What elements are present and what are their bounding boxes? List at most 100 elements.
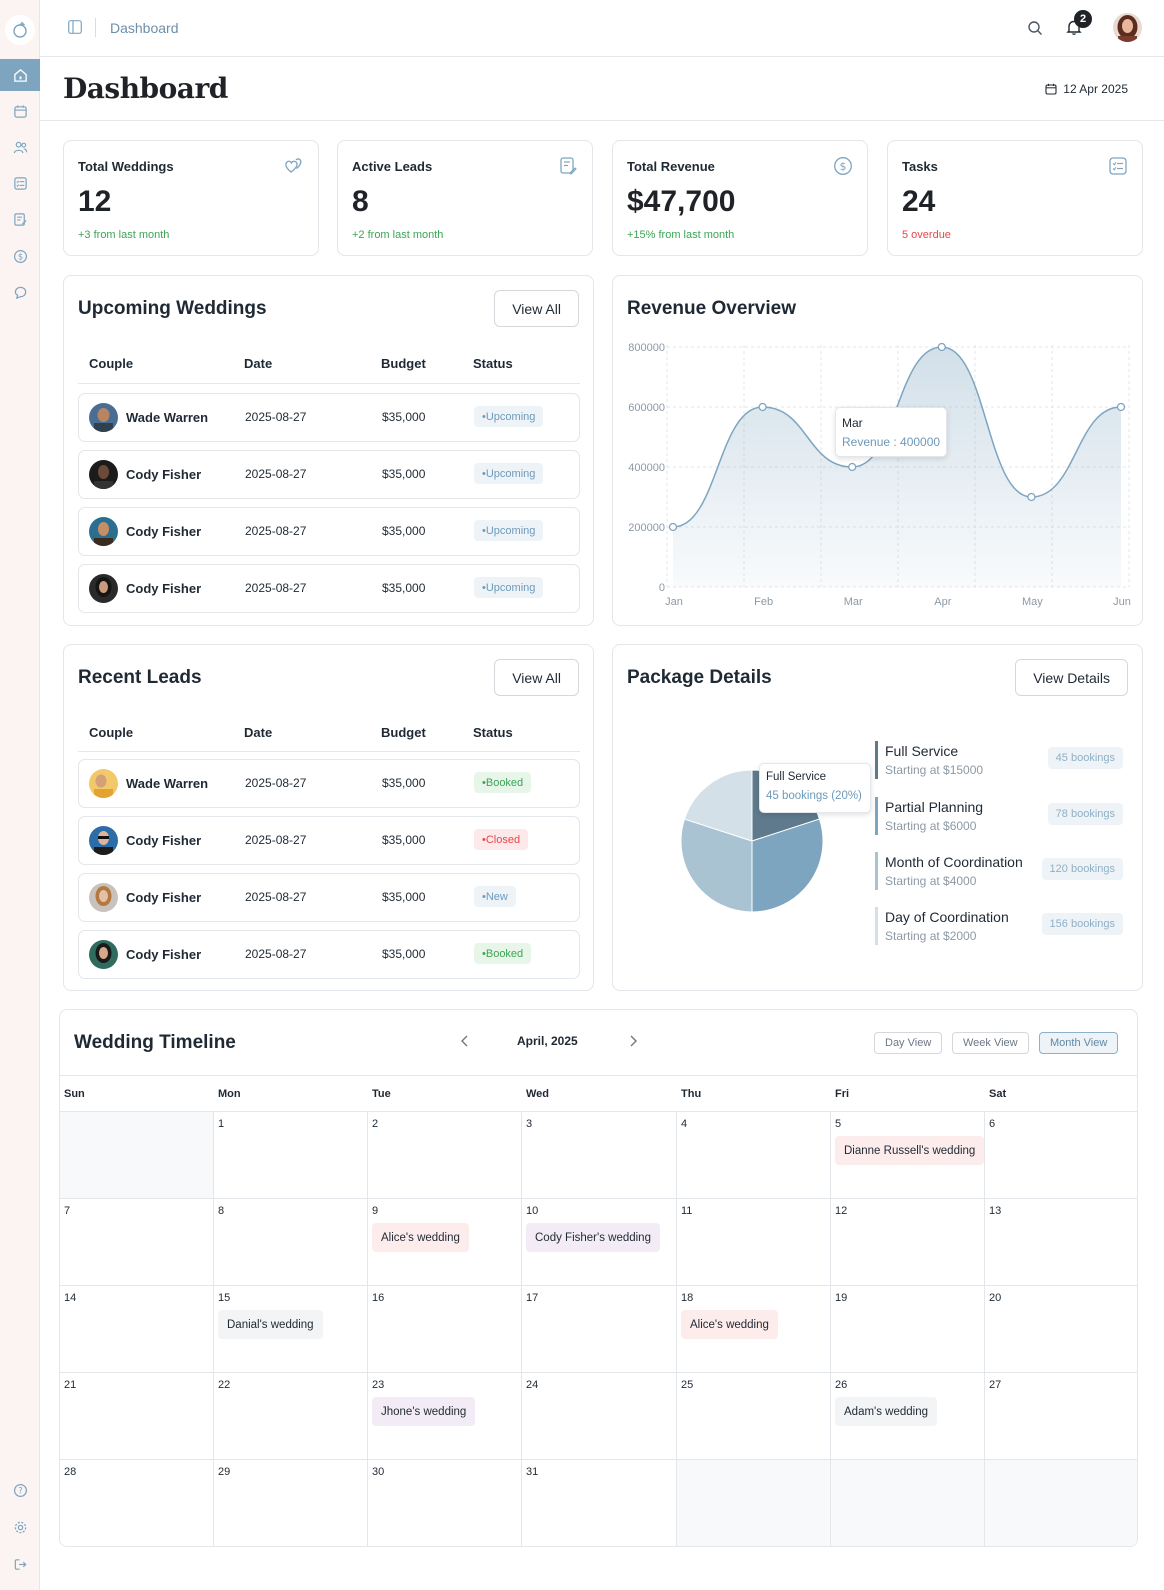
view-all-button[interactable]: View All xyxy=(494,290,579,327)
data-point[interactable] xyxy=(1027,492,1036,502)
table-row[interactable]: Wade Warren 2025-08-27 $35,000 • Upcomin… xyxy=(78,393,580,442)
avatar xyxy=(89,883,118,912)
table-row[interactable]: Wade Warren 2025-08-27 $35,000 • Booked xyxy=(78,759,580,808)
calendar-day-cell[interactable]: 18 Alice's wedding xyxy=(677,1286,831,1373)
calendar-event[interactable]: Alice's wedding xyxy=(372,1223,469,1252)
calendar-day-cell[interactable]: 1 xyxy=(214,1112,368,1199)
calendar-day-cell[interactable]: 11 xyxy=(677,1199,831,1286)
user-avatar[interactable] xyxy=(1113,13,1142,42)
pie-slice[interactable] xyxy=(751,818,824,913)
calendar-day-cell[interactable]: 20 xyxy=(985,1286,1137,1373)
calendar-day-cell[interactable]: 15 Danial's wedding xyxy=(214,1286,368,1373)
status-badge: • Upcoming xyxy=(474,577,544,598)
month-view-button[interactable]: Month View xyxy=(1039,1032,1119,1054)
sidebar-item-calendar[interactable] xyxy=(0,95,40,127)
sidebar-item-settings[interactable] xyxy=(0,1511,40,1543)
calendar-title: Wedding Timeline xyxy=(74,1032,236,1053)
data-point[interactable] xyxy=(848,462,857,472)
calendar-day-cell[interactable]: 21 xyxy=(60,1373,214,1460)
package-bookings: 78 bookings xyxy=(1047,803,1123,825)
app-logo[interactable] xyxy=(5,15,35,45)
calendar-event[interactable]: Danial's wedding xyxy=(218,1310,323,1339)
table-row[interactable]: Cody Fisher 2025-08-27 $35,000 • New xyxy=(78,873,580,922)
data-point[interactable] xyxy=(1116,402,1126,412)
sidebar-item-messages[interactable] xyxy=(0,276,40,308)
package-name: Partial Planning xyxy=(885,799,984,815)
calendar-day-cell[interactable]: 4 xyxy=(677,1112,831,1199)
calendar-day-cell[interactable]: 3 xyxy=(522,1112,677,1199)
calendar-day-cell[interactable]: 25 xyxy=(677,1373,831,1460)
calendar-day-cell[interactable]: 19 xyxy=(831,1286,985,1373)
date-display[interactable]: 12 Apr 2025 xyxy=(1045,82,1128,96)
package-item[interactable]: Partial Planning Starting at $6000 78 book… xyxy=(875,797,1123,837)
y-tick-label: 0 xyxy=(659,582,665,594)
table-header: Couple Date Budget Status xyxy=(78,715,580,752)
data-point[interactable] xyxy=(937,342,946,352)
view-details-button[interactable]: View Details xyxy=(1015,659,1128,696)
breadcrumb[interactable]: Dashboard xyxy=(110,20,179,36)
calendar-day-cell[interactable]: 27 xyxy=(985,1373,1137,1460)
calendar-event[interactable]: Adam's wedding xyxy=(835,1397,938,1426)
sidebar-item-help[interactable]: ? xyxy=(0,1474,40,1506)
calendar-day-cell[interactable]: 28 xyxy=(60,1460,214,1546)
calendar-day-cell[interactable]: 29 xyxy=(214,1460,368,1546)
data-point[interactable] xyxy=(668,522,678,532)
calendar-event[interactable]: Jhone's wedding xyxy=(372,1397,476,1426)
table-row[interactable]: Cody Fisher 2025-08-27 $35,000 • Upcomin… xyxy=(78,507,580,556)
package-item[interactable]: Full Service Starting at $15000 45 booking… xyxy=(875,741,1123,781)
calendar-day-cell[interactable]: 6 xyxy=(985,1112,1137,1199)
sidebar-item-finance[interactable]: $ xyxy=(0,240,40,272)
calendar-day-cell[interactable]: 10 Cody Fisher's wedding xyxy=(522,1199,677,1286)
calendar-day-cell[interactable]: 17 xyxy=(522,1286,677,1373)
calendar-day-cell[interactable]: 24 xyxy=(522,1373,677,1460)
day-number: 25 xyxy=(681,1379,694,1391)
calendar-day-cell[interactable]: 14 xyxy=(60,1286,214,1373)
week-view-button[interactable]: Week View xyxy=(952,1032,1029,1054)
calendar-event[interactable]: Dianne Russell's wedding xyxy=(835,1136,985,1165)
sidebar-item-leads[interactable] xyxy=(0,203,40,235)
pie-slice[interactable] xyxy=(683,769,753,842)
calendar-day-cell[interactable]: 5 Dianne Russell's wedding xyxy=(831,1112,985,1199)
sidebar-item-home[interactable] xyxy=(0,59,40,91)
chart-tooltip: Mar Revenue : 400000 xyxy=(835,407,947,457)
package-item[interactable]: Day of Coordination Starting at $2000 156 … xyxy=(875,907,1123,947)
sidebar-item-logout[interactable] xyxy=(0,1548,40,1580)
calendar-event[interactable]: Alice's wedding xyxy=(681,1310,778,1339)
calendar-day-cell[interactable]: 26 Adam's wedding xyxy=(831,1373,985,1460)
pie-slice[interactable] xyxy=(680,818,753,913)
calendar-day-cell[interactable]: 31 xyxy=(522,1460,677,1546)
wedding-date: 2025-08-27 xyxy=(245,581,307,595)
sidebar-toggle-icon[interactable] xyxy=(68,20,82,34)
day-number: 7 xyxy=(64,1205,71,1217)
table-row[interactable]: Cody Fisher 2025-08-27 $35,000 • Upcomin… xyxy=(78,450,580,499)
package-item[interactable]: Month of Coordination Starting at $4000 12… xyxy=(875,852,1123,892)
calendar-event[interactable]: Cody Fisher's wedding xyxy=(526,1223,660,1252)
calendar-day-cell[interactable]: 12 xyxy=(831,1199,985,1286)
calendar-day-cell[interactable]: 30 xyxy=(368,1460,522,1546)
chevron-left-icon[interactable] xyxy=(458,1034,472,1048)
day-view-button[interactable]: Day View xyxy=(874,1032,943,1054)
calendar-day-cell[interactable]: 8 xyxy=(214,1199,368,1286)
sidebar-item-clients[interactable] xyxy=(0,131,40,163)
data-point[interactable] xyxy=(758,402,767,412)
calendar-day-cell[interactable]: 9 Alice's wedding xyxy=(368,1199,522,1286)
day-number: 12 xyxy=(835,1205,848,1217)
package-color-bar xyxy=(875,797,878,835)
table-row[interactable]: Cody Fisher 2025-08-27 $35,000 • Upcomin… xyxy=(78,564,580,613)
chevron-right-icon[interactable] xyxy=(626,1034,640,1048)
search-icon[interactable] xyxy=(1027,20,1043,36)
calendar-empty-cell xyxy=(677,1460,831,1546)
package-bookings: 45 bookings xyxy=(1047,747,1123,769)
calendar-day-cell[interactable]: 22 xyxy=(214,1373,368,1460)
couple-name: Cody Fisher xyxy=(126,467,202,482)
calendar-day-cell[interactable]: 16 xyxy=(368,1286,522,1373)
calendar-day-cell[interactable]: 7 xyxy=(60,1199,214,1286)
calendar-day-cell[interactable]: 2 xyxy=(368,1112,522,1199)
sidebar-item-tasks[interactable] xyxy=(0,167,40,199)
table-row[interactable]: Cody Fisher 2025-08-27 $35,000 • Closed xyxy=(78,816,580,865)
calendar-empty-cell xyxy=(985,1460,1137,1546)
table-row[interactable]: Cody Fisher 2025-08-27 $35,000 • Booked xyxy=(78,930,580,979)
view-all-button[interactable]: View All xyxy=(494,659,579,696)
calendar-day-cell[interactable]: 23 Jhone's wedding xyxy=(368,1373,522,1460)
calendar-day-cell[interactable]: 13 xyxy=(985,1199,1137,1286)
